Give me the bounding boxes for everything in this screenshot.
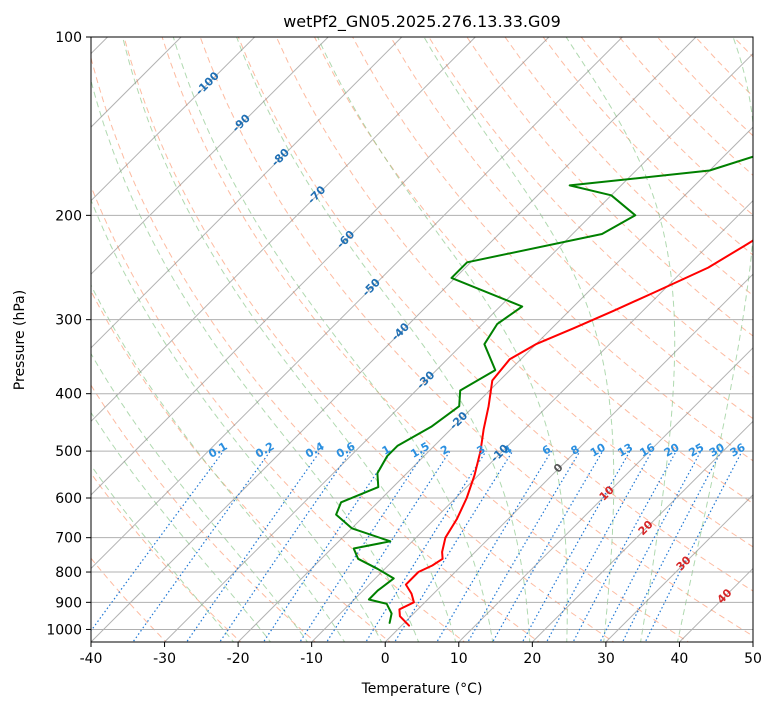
plot-frame [90, 36, 754, 643]
x-tick-label: 10 [450, 651, 468, 667]
mixing-ratio-line [394, 450, 514, 642]
isotherm-line [237, 126, 753, 642]
mixing-ratio-line [185, 450, 321, 642]
mixing-ratio-line [572, 450, 677, 642]
dry-adiabat-line [237, 37, 753, 592]
y-tick-label: 600 [55, 491, 82, 507]
isotherm-line [91, 37, 476, 423]
isotherm-line [164, 52, 753, 642]
dry-adiabat-line [275, 37, 753, 548]
isotherm-line [91, 37, 329, 275]
isotherm-line [91, 37, 403, 349]
y-tick-label: 400 [55, 387, 82, 403]
x-tick-label: 40 [671, 651, 689, 667]
isotherm-line [531, 420, 753, 642]
mixing-ratio-line [262, 450, 392, 642]
x-tick-label: -30 [153, 651, 176, 667]
mixing-ratio-line [621, 450, 722, 642]
chart-title: wetPf2_GN05.2025.276.13.33.G09 [283, 12, 561, 32]
dry-adiabat-line [91, 384, 317, 642]
dry-adiabat-line [313, 37, 753, 505]
y-tick-label: 1000 [46, 622, 82, 638]
isotherm-line [91, 37, 256, 202]
isotherm-line [91, 37, 697, 642]
dry-adiabat-line [91, 185, 466, 642]
y-axis-label: Pressure (hPa) [12, 290, 28, 390]
dry-adiabat-line [352, 37, 753, 462]
dry-adiabat-line [123, 37, 615, 642]
x-tick-label: -20 [227, 651, 250, 667]
y-tick-label: 900 [55, 595, 82, 611]
x-tick-label: 0 [381, 651, 390, 667]
mixing-ratio-line [132, 450, 271, 642]
y-tick-label: 100 [55, 30, 82, 46]
x-tick-label: -10 [300, 651, 323, 667]
x-tick-label: 50 [744, 651, 762, 667]
isotherm-line [605, 494, 753, 642]
isotherm-line [91, 37, 623, 570]
moist-adiabat-line [91, 78, 420, 642]
y-tick-label: 800 [55, 565, 82, 581]
dewpoint-trace [335, 155, 753, 624]
isotherm-line [384, 273, 753, 642]
x-axis-label: Temperature (°C) [361, 681, 483, 697]
y-tick-label: 200 [55, 208, 82, 224]
plot-lines [91, 37, 753, 642]
moist-adiabat-line [91, 198, 383, 642]
isotherm-line [91, 37, 550, 496]
dry-adiabat-line [390, 37, 753, 420]
axes: -40 -30 -20 -10 0 10 20 30 40 50 100 200 300 400 500 60… [46, 30, 762, 667]
temperature-trace [398, 239, 753, 627]
mixing-ratio-line [91, 450, 224, 632]
mixing-ratio-line [599, 450, 702, 642]
isotherm-line [458, 347, 753, 642]
y-tick-label: 700 [55, 531, 82, 547]
x-tick-label: 30 [597, 651, 615, 667]
x-tick-label: -40 [80, 651, 103, 667]
mixing-ratio-line [299, 450, 426, 642]
y-tick-label: 500 [55, 444, 82, 460]
y-tick-label: 300 [55, 313, 82, 329]
mixing-ratio-line [365, 450, 487, 642]
x-tick-label: 20 [523, 651, 541, 667]
mixing-ratio-line [219, 450, 352, 642]
isotherm-line [311, 199, 753, 642]
mixing-ratio-line [467, 450, 581, 642]
mixing-ratio-line [325, 450, 451, 642]
